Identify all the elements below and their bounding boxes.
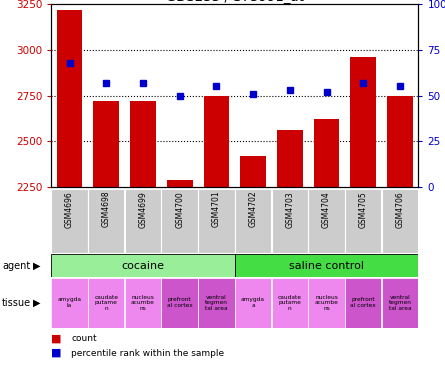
- Text: nucleus
acumbe
ns: nucleus acumbe ns: [131, 295, 155, 311]
- Bar: [51, 278, 88, 328]
- Text: GSM4700: GSM4700: [175, 191, 184, 228]
- Text: prefront
al cortex: prefront al cortex: [167, 298, 193, 308]
- Text: saline control: saline control: [289, 261, 364, 270]
- Text: GSM4699: GSM4699: [138, 191, 147, 228]
- Text: GSM4704: GSM4704: [322, 191, 331, 228]
- Bar: [203, 96, 229, 187]
- Bar: [167, 180, 193, 187]
- Text: ■: ■: [51, 348, 62, 358]
- Bar: [382, 278, 418, 328]
- Text: percentile rank within the sample: percentile rank within the sample: [71, 349, 224, 358]
- Bar: [308, 278, 345, 328]
- Text: cocaine: cocaine: [121, 261, 165, 270]
- Bar: [277, 130, 303, 187]
- Bar: [57, 10, 82, 187]
- Text: agent: agent: [2, 261, 30, 270]
- Bar: [345, 189, 381, 253]
- Bar: [314, 119, 340, 187]
- Text: GSM4705: GSM4705: [359, 191, 368, 228]
- Text: GSM4706: GSM4706: [396, 191, 405, 228]
- Bar: [308, 189, 345, 253]
- Bar: [345, 278, 381, 328]
- Text: ▶: ▶: [32, 298, 40, 308]
- Bar: [162, 189, 198, 253]
- Bar: [88, 189, 125, 253]
- Bar: [125, 189, 161, 253]
- Text: ventral
tegmen
tal area: ventral tegmen tal area: [205, 295, 228, 311]
- Bar: [162, 278, 198, 328]
- Text: amygda
la: amygda la: [57, 298, 81, 308]
- Text: ventral
tegmen
tal area: ventral tegmen tal area: [388, 295, 411, 311]
- Text: count: count: [71, 334, 97, 343]
- Bar: [130, 101, 156, 187]
- Bar: [88, 278, 125, 328]
- Text: caudate
putame
n: caudate putame n: [278, 295, 302, 311]
- Bar: [198, 189, 235, 253]
- Text: nucleus
acumbe
ns: nucleus acumbe ns: [315, 295, 339, 311]
- Bar: [271, 278, 308, 328]
- Text: GSM4696: GSM4696: [65, 191, 74, 228]
- Bar: [125, 278, 161, 328]
- Bar: [235, 254, 418, 277]
- Bar: [235, 189, 271, 253]
- Text: GSM4703: GSM4703: [285, 191, 294, 228]
- Text: ▶: ▶: [32, 261, 40, 270]
- Text: GSM4698: GSM4698: [102, 191, 111, 227]
- Bar: [198, 278, 235, 328]
- Bar: [235, 278, 271, 328]
- Bar: [93, 101, 119, 187]
- Text: caudate
putame
n: caudate putame n: [94, 295, 118, 311]
- Bar: [271, 189, 308, 253]
- Text: prefront
al cortex: prefront al cortex: [350, 298, 376, 308]
- Text: GSM4701: GSM4701: [212, 191, 221, 227]
- Text: tissue: tissue: [2, 298, 31, 308]
- Text: amygda
a: amygda a: [241, 298, 265, 308]
- Text: GSM4702: GSM4702: [249, 191, 258, 227]
- Title: GDS255 / S75991_at: GDS255 / S75991_at: [166, 0, 303, 3]
- Bar: [51, 189, 88, 253]
- Text: ■: ■: [51, 334, 62, 344]
- Bar: [350, 57, 376, 187]
- Bar: [382, 189, 418, 253]
- Bar: [51, 254, 235, 277]
- Bar: [240, 156, 266, 187]
- Bar: [387, 96, 413, 187]
